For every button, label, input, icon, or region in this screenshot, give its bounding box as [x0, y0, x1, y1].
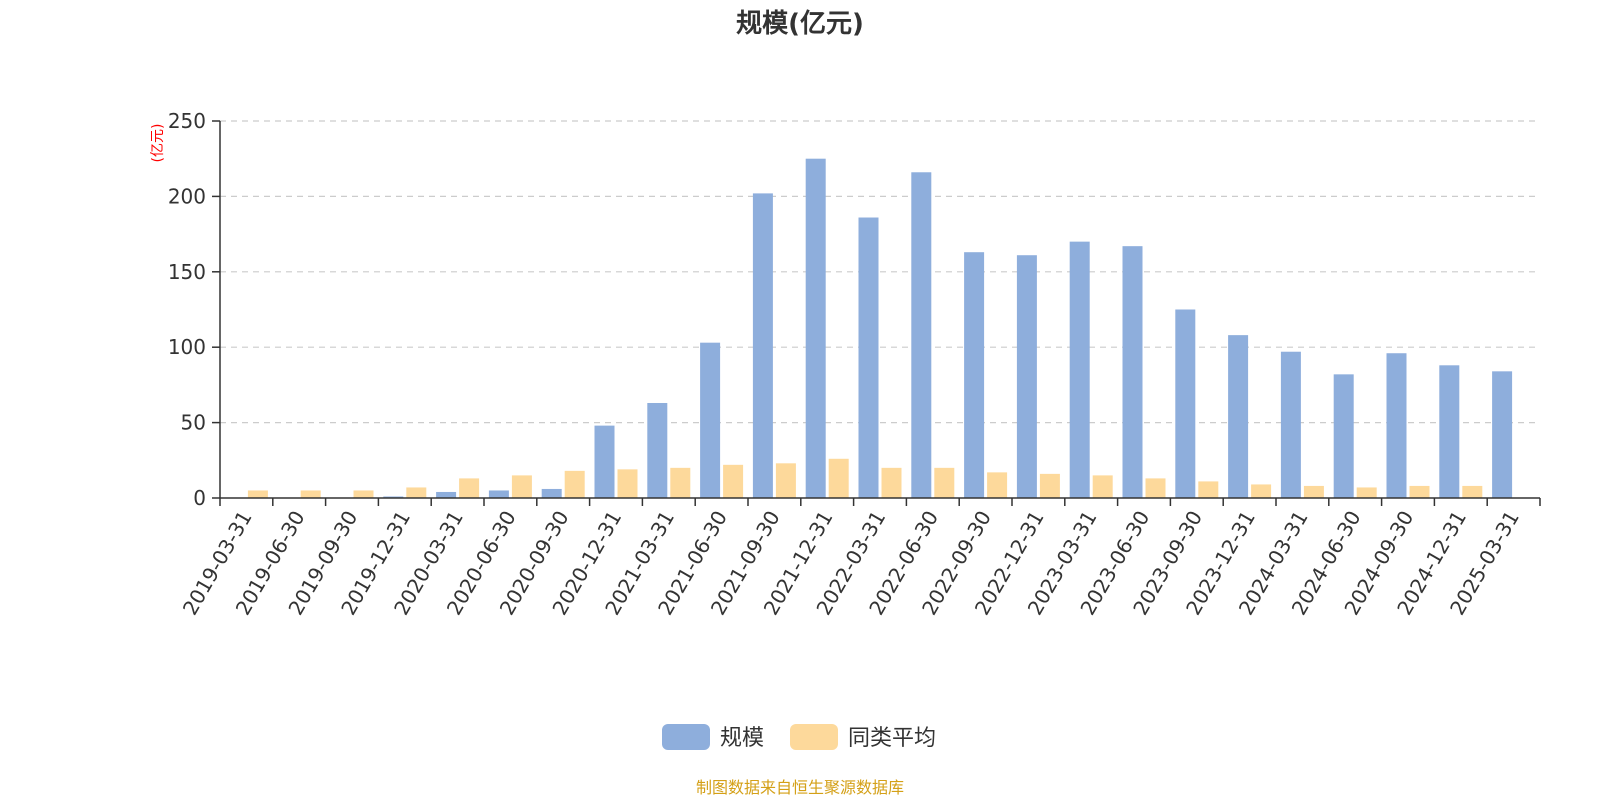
bar-scale[interactable] [1280, 351, 1301, 498]
bars [247, 158, 1513, 499]
bar-scale[interactable] [1333, 374, 1354, 498]
chart-title: 规模(亿元) [736, 9, 864, 39]
bar-category-average[interactable] [1092, 475, 1113, 498]
y-tick-labels: 0 50 100 150 200 250 [168, 109, 206, 510]
bar-category-average[interactable] [1409, 485, 1430, 498]
bar-category-average[interactable] [1145, 478, 1166, 498]
legend-label-category-average[interactable]: 同类平均 [848, 726, 936, 751]
bar-category-average[interactable] [511, 475, 532, 498]
bar-scale[interactable] [1228, 335, 1249, 498]
legend-swatch-category-average[interactable] [790, 724, 838, 750]
bar-category-average[interactable] [1198, 481, 1219, 498]
bar-category-average[interactable] [987, 472, 1008, 498]
legend-swatch-scale[interactable] [662, 724, 710, 750]
bar-scale[interactable] [1122, 246, 1143, 498]
bar-category-average[interactable] [459, 478, 480, 498]
bar-category-average[interactable] [353, 490, 374, 498]
bar-category-average[interactable] [247, 490, 268, 498]
y-tick-label: 250 [168, 109, 206, 133]
bar-category-average[interactable] [1039, 473, 1060, 498]
bar-scale[interactable] [541, 488, 562, 498]
bar-scale[interactable] [805, 158, 826, 498]
y-axis-unit-label: (亿元) [150, 124, 166, 163]
bar-scale[interactable] [858, 217, 879, 498]
bar-scale[interactable] [911, 172, 932, 498]
bar-scale[interactable] [488, 490, 509, 498]
bar-scale[interactable] [1069, 241, 1090, 498]
bar-scale[interactable] [752, 193, 773, 498]
axes [212, 120, 1541, 506]
legend-label-scale[interactable]: 规模 [720, 726, 764, 751]
bar-scale[interactable] [700, 342, 721, 498]
bar-category-average[interactable] [670, 467, 691, 498]
bar-category-average[interactable] [1251, 484, 1272, 498]
grid-lines [220, 120, 1540, 424]
bar-scale[interactable] [1439, 365, 1460, 498]
bar-category-average[interactable] [300, 490, 321, 498]
y-tick-label: 150 [168, 260, 206, 284]
bar-scale[interactable] [594, 425, 615, 498]
y-tick-label: 200 [168, 184, 206, 208]
bar-scale[interactable] [1175, 309, 1196, 499]
bar-category-average[interactable] [564, 470, 585, 498]
bar-scale[interactable] [436, 491, 457, 498]
x-tick-labels: 2019-03-312019-06-302019-09-302019-12-31… [178, 506, 1524, 619]
y-tick-label: 50 [181, 411, 206, 435]
bar-category-average[interactable] [617, 469, 638, 498]
bar-scale[interactable] [1016, 255, 1037, 498]
bar-category-average[interactable] [723, 464, 744, 498]
bar-category-average[interactable] [828, 458, 849, 498]
legend[interactable]: 规模 同类平均 [662, 724, 936, 751]
bar-category-average[interactable] [881, 467, 902, 498]
data-source-note: 制图数据来自恒生聚源数据库 [696, 778, 904, 797]
bar-scale[interactable] [383, 496, 404, 498]
bar-scale[interactable] [964, 252, 985, 498]
bar-category-average[interactable] [1462, 485, 1483, 498]
y-tick-label: 0 [193, 486, 206, 510]
bar-category-average[interactable] [775, 463, 796, 498]
bar-category-average[interactable] [406, 487, 427, 498]
bar-scale[interactable] [647, 402, 668, 498]
bar-category-average[interactable] [934, 467, 955, 498]
bar-category-average[interactable] [1356, 487, 1377, 498]
bar-category-average[interactable] [1303, 485, 1324, 498]
bar-scale[interactable] [1386, 353, 1407, 498]
y-tick-label: 100 [168, 335, 206, 359]
bar-scale[interactable] [1492, 371, 1513, 498]
